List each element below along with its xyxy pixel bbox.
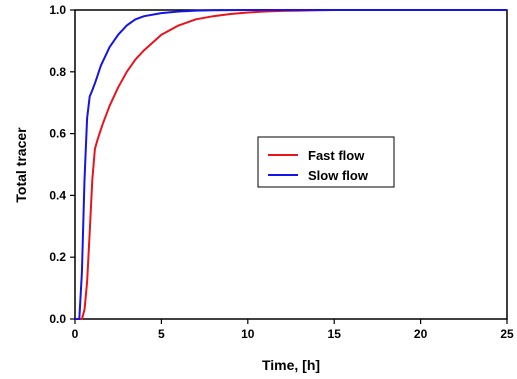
x-tick-label: 5 (158, 327, 165, 341)
series-line-slow-flow (75, 9, 507, 320)
series-lines (75, 9, 507, 320)
x-tick-label: 10 (241, 327, 255, 341)
y-tick-label: 1.0 (49, 3, 66, 17)
legend-label-slow-flow: Slow flow (308, 168, 369, 183)
legend-box (257, 136, 395, 188)
y-axis-label: Total tracer (13, 127, 29, 203)
x-tick-label: 15 (328, 327, 342, 341)
x-tick-label: 25 (500, 327, 514, 341)
legend: Fast flow Slow flow (257, 136, 395, 188)
y-tick-label: 0.0 (49, 312, 66, 326)
x-tick-label: 20 (414, 327, 428, 341)
legend-label-fast-flow: Fast flow (308, 148, 365, 163)
x-axis-label: Time, [h] (262, 357, 320, 373)
y-tick-label: 0.2 (49, 250, 66, 264)
y-tick-label: 0.6 (49, 127, 66, 141)
axis-ticks: 0 5 10 15 20 25 0.0 0.2 0.4 0.6 0.8 1.0 (49, 3, 514, 341)
y-tick-label: 0.4 (49, 188, 66, 202)
x-tick-label: 0 (72, 327, 79, 341)
y-tick-label: 0.8 (49, 65, 66, 79)
